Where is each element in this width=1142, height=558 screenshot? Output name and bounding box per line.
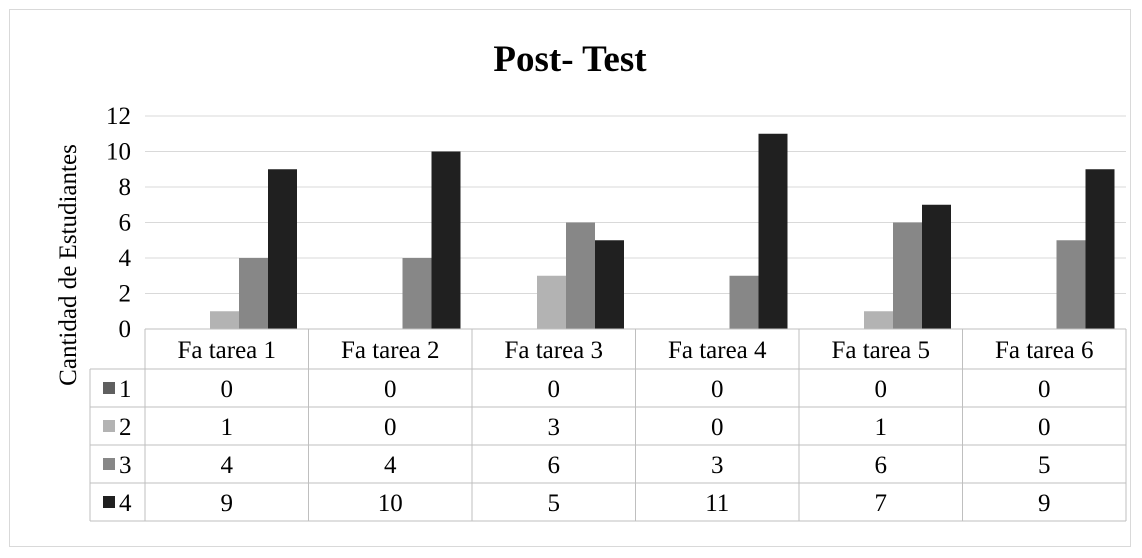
category-label: Fa tarea 3: [504, 337, 603, 364]
data-cell: 7: [875, 490, 888, 517]
data-cell: 3: [711, 452, 724, 479]
data-table: Fa tarea 1 Fa tarea 2 Fa tarea 3 Fa tarea 4…: [89, 328, 1127, 522]
bars: [210, 133, 1115, 329]
legend-key: [103, 458, 115, 470]
data-cell: 0: [711, 414, 724, 441]
bar: [268, 169, 297, 329]
gridlines: [145, 115, 1126, 294]
bar: [595, 240, 624, 329]
bar: [431, 151, 461, 329]
bar: [864, 311, 893, 329]
y-axis-label: Cantidad de Estudiantes: [55, 144, 82, 386]
bar: [1085, 169, 1115, 329]
data-cell: 9: [221, 490, 234, 517]
chart-title: Post- Test: [493, 39, 647, 80]
bar: [537, 275, 566, 329]
data-cell: 6: [548, 452, 561, 479]
category-label: Fa tarea 4: [668, 337, 767, 364]
category-label: Fa tarea 1: [177, 337, 276, 364]
bar: [1056, 240, 1086, 329]
y-tick-label: 2: [119, 281, 132, 308]
bar: [922, 204, 951, 329]
bar: [402, 258, 432, 329]
legend-label: 1: [119, 376, 132, 403]
bar: [210, 311, 239, 329]
bar: [566, 222, 595, 329]
data-cell: 1: [221, 414, 234, 441]
data-cell: 5: [548, 490, 561, 517]
data-cell: 0: [384, 376, 397, 403]
y-tick-label: 4: [119, 245, 132, 272]
data-cell: 0: [711, 376, 724, 403]
y-tick-label: 12: [106, 103, 131, 130]
bar: [239, 258, 268, 329]
data-cell: 3: [548, 414, 561, 441]
legend-key: [103, 496, 115, 508]
legend-key: [103, 420, 115, 432]
data-cell: 0: [1038, 376, 1051, 403]
data-cell: 5: [1038, 452, 1051, 479]
y-tick-label: 10: [106, 139, 131, 166]
legend-label: 3: [119, 452, 132, 479]
bar: [729, 275, 759, 329]
category-label: Fa tarea 6: [995, 337, 1094, 364]
data-cell: 0: [1038, 414, 1051, 441]
data-cell: 0: [875, 376, 888, 403]
legend-key: [103, 382, 115, 394]
data-cell: 0: [548, 376, 561, 403]
data-cell: 6: [875, 452, 888, 479]
data-cell: 10: [378, 490, 403, 517]
y-tick-label: 0: [119, 316, 132, 343]
legend-label: 2: [119, 414, 132, 441]
y-axis-ticks: 0 2 4 6 8 10 12: [106, 103, 132, 343]
data-cell: 11: [705, 490, 729, 517]
data-cell: 1: [875, 414, 888, 441]
category-label: Fa tarea 5: [831, 337, 930, 364]
category-label: Fa tarea 2: [341, 337, 440, 364]
data-cell: 4: [221, 452, 234, 479]
data-cell: 0: [384, 414, 397, 441]
y-tick-label: 8: [119, 174, 132, 201]
bar: [893, 222, 922, 329]
data-cell: 0: [221, 376, 234, 403]
data-cell: 9: [1038, 490, 1051, 517]
y-tick-label: 6: [119, 210, 132, 237]
legend-label: 4: [119, 490, 132, 517]
bar: [758, 133, 788, 329]
data-cell: 4: [384, 452, 397, 479]
